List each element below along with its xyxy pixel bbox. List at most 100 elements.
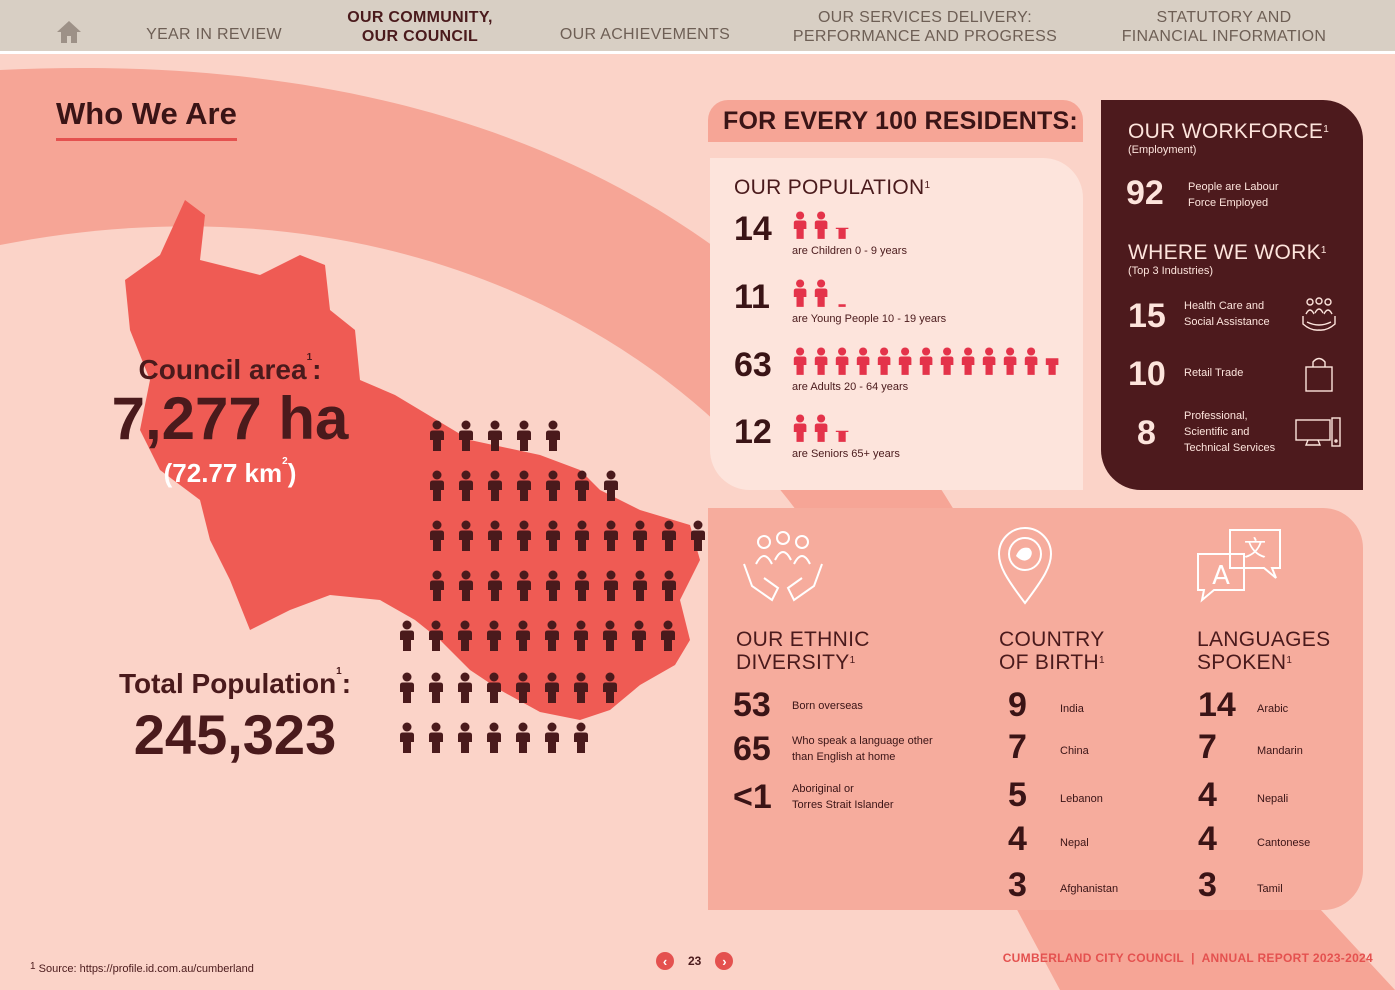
person-icon xyxy=(516,672,530,703)
person-icon xyxy=(961,347,975,375)
person-icon xyxy=(877,347,891,375)
population-icons xyxy=(793,414,849,442)
population-title: OUR POPULATION1 xyxy=(734,176,931,199)
person-icon xyxy=(546,470,560,501)
person-icon xyxy=(793,279,807,307)
person-icon xyxy=(488,470,502,501)
person-icon xyxy=(400,620,414,651)
language-label: Arabic xyxy=(1257,703,1289,715)
partial-person-icon xyxy=(1045,358,1059,375)
workforce-subtitle: (Employment) xyxy=(1128,144,1197,156)
population-icons xyxy=(793,279,846,307)
industry-label: Health Care and Social Assistance xyxy=(1184,300,1270,328)
care-hands-icon xyxy=(1302,297,1336,331)
employed-label: People are Labour Force Employed xyxy=(1188,181,1279,209)
population-value: 11 xyxy=(734,278,770,316)
person-icon xyxy=(633,570,647,601)
person-icon xyxy=(546,420,560,451)
country-of-birth-value: 4 xyxy=(1008,820,1027,858)
ethnic-value: 53 xyxy=(733,686,771,724)
person-icon xyxy=(575,520,589,551)
computer-icon xyxy=(1295,417,1341,447)
person-icon xyxy=(487,722,501,753)
partial-person-icon xyxy=(835,430,849,442)
person-icon xyxy=(516,620,530,651)
footer-brand: CUMBERLAND CITY COUNCIL | ANNUAL REPORT … xyxy=(1002,951,1373,965)
person-icon xyxy=(982,347,996,375)
person-icon xyxy=(459,520,473,551)
total-population-value: 245,323 xyxy=(133,703,337,766)
workforce-card: OUR WORKFORCE1 (Employment) 92 People ar… xyxy=(1101,100,1363,490)
person-icon xyxy=(919,347,933,375)
svg-text:A: A xyxy=(1212,561,1230,591)
pager: ‹ 23 › xyxy=(656,952,734,970)
total-population-block: Total Population1: 245,323 xyxy=(90,666,380,770)
person-icon xyxy=(430,420,444,451)
home-icon[interactable] xyxy=(56,20,82,44)
person-icon xyxy=(459,470,473,501)
language-value: 7 xyxy=(1198,728,1217,766)
person-icon xyxy=(603,672,617,703)
country-of-birth-value: 9 xyxy=(1008,686,1027,724)
industry-label: Retail Trade xyxy=(1184,367,1244,379)
shopping-bag-icon xyxy=(1305,357,1333,392)
person-icon xyxy=(488,420,502,451)
nav-services-delivery[interactable]: OUR SERVICES DELIVERY: PERFORMANCE AND PR… xyxy=(792,9,1058,45)
language-value: 4 xyxy=(1198,820,1217,858)
population-icons xyxy=(793,211,849,239)
languages-title: LANGUAGES SPOKEN1 xyxy=(1197,628,1331,674)
person-icon xyxy=(633,520,647,551)
page-title: Who We Are xyxy=(56,96,237,141)
ethnic-diversity-title: OUR ETHNIC DIVERSITY1 xyxy=(736,628,870,674)
person-icon xyxy=(430,470,444,501)
person-icon xyxy=(604,570,618,601)
country-of-birth-label: Nepal xyxy=(1060,837,1089,849)
council-area-label: Council area xyxy=(138,354,307,385)
person-icon xyxy=(517,570,531,601)
population-label: are Seniors 65+ years xyxy=(792,448,900,460)
person-icon xyxy=(459,420,473,451)
person-icon xyxy=(545,722,559,753)
nav-year-in-review[interactable]: YEAR IN REVIEW xyxy=(146,25,282,43)
person-icon xyxy=(430,520,444,551)
person-icon xyxy=(574,722,588,753)
nav-our-achievements[interactable]: OUR ACHIEVEMENTS xyxy=(559,25,731,43)
person-icon xyxy=(429,672,443,703)
population-label: are Children 0 - 9 years xyxy=(792,245,907,257)
partial-person-icon xyxy=(835,227,849,239)
next-page-button[interactable]: › xyxy=(715,952,734,970)
person-icon xyxy=(604,520,618,551)
source-footnote: 1 Source: https://profile.id.com.au/cumb… xyxy=(30,961,254,975)
person-icon xyxy=(546,570,560,601)
person-icon xyxy=(814,211,828,239)
population-value: 14 xyxy=(734,210,772,248)
language-value: 3 xyxy=(1198,866,1217,904)
country-of-birth-label: Lebanon xyxy=(1060,793,1103,805)
prev-page-button[interactable]: ‹ xyxy=(656,952,674,970)
population-label: are Adults 20 - 64 years xyxy=(792,381,909,393)
country-of-birth-label: China xyxy=(1060,745,1089,757)
population-card: OUR POPULATION1 14 are Children 0 - 9 yea… xyxy=(710,158,1083,490)
council-area-km: (72.77 km2) xyxy=(163,456,297,488)
nav-our-community[interactable]: OUR COMMUNITY, OUR COUNCIL xyxy=(347,9,493,45)
person-icon xyxy=(940,347,954,375)
where-we-work-subtitle: (Top 3 Industries) xyxy=(1128,265,1213,277)
nav-statutory-financial[interactable]: STATUTORY AND FINANCIAL INFORMATION xyxy=(1121,9,1327,45)
where-we-work-title: WHERE WE WORK1 xyxy=(1128,241,1327,264)
person-icon xyxy=(814,347,828,375)
language-label: Tamil xyxy=(1257,883,1283,895)
country-of-birth-value: 3 xyxy=(1008,866,1027,904)
diversity-card: 文 A OUR ETHNIC DIVERSITY1 53 Born oversea… xyxy=(708,508,1363,910)
ethnic-label: Who speak a language other than English a… xyxy=(792,735,933,763)
person-icon xyxy=(488,520,502,551)
person-icon xyxy=(661,620,675,651)
svg-text:文: 文 xyxy=(1244,537,1266,562)
language-label: Nepali xyxy=(1257,793,1289,805)
person-icon xyxy=(898,347,912,375)
person-icon xyxy=(632,620,646,651)
person-icon xyxy=(429,722,443,753)
person-icon xyxy=(1024,347,1038,375)
person-icon xyxy=(793,347,807,375)
person-icon xyxy=(517,520,531,551)
industry-label: Professional, Scientific and Technical Ser… xyxy=(1184,410,1276,454)
